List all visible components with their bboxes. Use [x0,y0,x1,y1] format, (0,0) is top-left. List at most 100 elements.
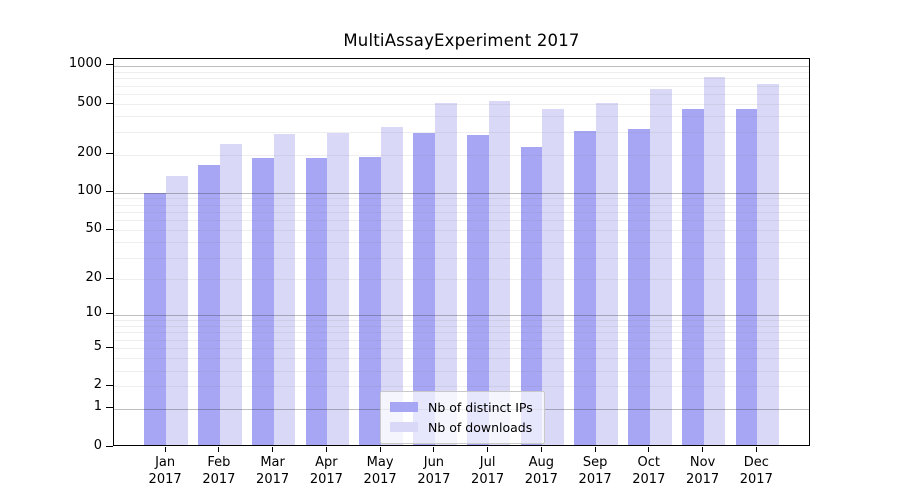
x-tick-jul-2017 [487,447,489,452]
bar-sep-2017-nb-of-downloads [596,103,618,445]
x-tick-label-dec-2017: Dec 2017 [739,455,773,487]
legend-row-downloads: Nb of downloads [390,417,533,437]
legend-row-distinct-ips: Nb of distinct IPs [390,397,533,417]
bar-jun-2017-nb-of-distinct-ips [413,132,435,445]
y-tick-0 [106,445,113,447]
bar-apr-2017-nb-of-distinct-ips [305,157,328,445]
gridline-1000 [114,65,809,67]
y-tick-100 [106,191,113,192]
x-tick-label-apr-2017: Apr 2017 [309,455,343,487]
chart-title: MultiAssayExperiment 2017 [343,31,580,50]
gridline-6 [114,339,809,341]
x-tick-dec-2017 [755,447,757,452]
gridline-400 [114,116,809,118]
x-tick-oct-2017 [648,447,650,452]
y-tick-5 [106,346,113,348]
gridline-8 [114,325,809,327]
legend-swatch-downloads-icon [390,422,418,432]
x-tick-label-jan-2017: Jan 2017 [148,455,182,487]
gridline-3 [114,370,809,372]
bar-jun-2017-nb-of-downloads [434,103,457,445]
x-tick-label-aug-2017: Aug 2017 [524,455,558,487]
bar-aug-2017-nb-of-distinct-ips [520,147,543,445]
x-tick-jun-2017 [433,447,435,452]
gridline-30 [114,257,809,259]
gridline-9 [114,320,809,321]
y-tick-label-5: 5 [93,338,102,354]
gridline-40 [114,242,809,244]
bar-jan-2017-nb-of-distinct-ips [144,193,167,445]
bar-oct-2017-nb-of-distinct-ips [628,129,650,445]
y-tick-label-500: 500 [77,94,102,110]
x-tick-apr-2017 [325,447,327,452]
gridline-100 [114,192,809,194]
x-tick-aug-2017 [540,447,542,452]
gridline-20 [114,279,809,281]
gridline-500 [114,104,809,106]
y-tick-1 [106,407,113,409]
x-tick-jan-2017 [164,447,166,452]
x-tick-label-mar-2017: Mar 2017 [256,455,290,487]
x-tick-label-may-2017: May 2017 [363,455,397,487]
gridline-700 [114,85,809,87]
x-tick-label-oct-2017: Oct 2017 [632,455,666,487]
bar-dec-2017-nb-of-distinct-ips [735,108,758,445]
y-tick-label-2: 2 [93,376,102,392]
x-tick-nov-2017 [702,447,704,452]
x-tick-may-2017 [379,447,381,452]
bar-dec-2017-nb-of-downloads [757,83,780,445]
y-tick-50 [106,228,113,230]
y-tick-label-20: 20 [85,269,102,285]
bar-jul-2017-nb-of-distinct-ips [466,135,489,445]
y-tick-10 [106,313,113,315]
x-tick-label-sep-2017: Sep 2017 [578,455,612,487]
legend-label-downloads: Nb of downloads [428,419,533,435]
gridline-200 [114,154,809,156]
y-tick-label-50: 50 [85,220,102,236]
y-tick-1000 [106,64,113,66]
gridline-900 [114,71,809,73]
y-tick-2 [106,384,113,386]
x-tick-label-nov-2017: Nov 2017 [686,455,720,487]
bar-mar-2017-nb-of-downloads [273,134,296,445]
x-tick-feb-2017 [218,447,220,452]
y-tick-label-100: 100 [77,183,102,198]
bar-feb-2017-nb-of-downloads [219,143,242,445]
y-tick-500 [106,102,113,104]
legend: Nb of distinct IPs Nb of downloads [380,391,545,444]
bar-jan-2017-nb-of-downloads [166,176,188,445]
gridline-70 [114,211,809,213]
bar-jul-2017-nb-of-downloads [488,100,511,445]
bar-feb-2017-nb-of-distinct-ips [198,164,220,445]
legend-swatch-distinct-ips-icon [390,402,418,412]
x-tick-label-jun-2017: Jun 2017 [417,455,451,487]
bar-sep-2017-nb-of-distinct-ips [574,131,597,445]
bar-aug-2017-nb-of-downloads [542,109,565,445]
gridline-800 [114,78,809,80]
gridline-60 [114,220,809,222]
bar-oct-2017-nb-of-downloads [649,89,672,445]
bar-may-2017-nb-of-downloads [381,126,403,445]
bar-mar-2017-nb-of-distinct-ips [251,158,274,445]
gridline-5 [114,348,809,350]
legend-label-distinct-ips: Nb of distinct IPs [428,399,533,415]
gridline-80 [114,204,809,206]
plot-area: Nb of distinct IPs Nb of downloads [113,58,810,446]
y-tick-label-10: 10 [85,305,102,321]
y-tick-label-200: 200 [77,145,102,160]
gridline-2 [114,386,809,388]
gridline-600 [114,94,809,96]
bar-nov-2017-nb-of-downloads [703,76,726,445]
y-tick-label-0: 0 [93,437,102,453]
y-tick-20 [106,277,113,279]
x-tick-mar-2017 [272,447,274,452]
gridline-7 [114,332,809,334]
bar-nov-2017-nb-of-distinct-ips [681,108,704,445]
x-tick-sep-2017 [594,447,596,452]
x-tick-label-jul-2017: Jul 2017 [471,455,505,487]
x-tick-label-feb-2017: Feb 2017 [202,455,236,487]
y-tick-label-1000: 1000 [68,56,102,72]
y-tick-label-1: 1 [93,399,102,415]
bar-may-2017-nb-of-distinct-ips [359,156,382,445]
